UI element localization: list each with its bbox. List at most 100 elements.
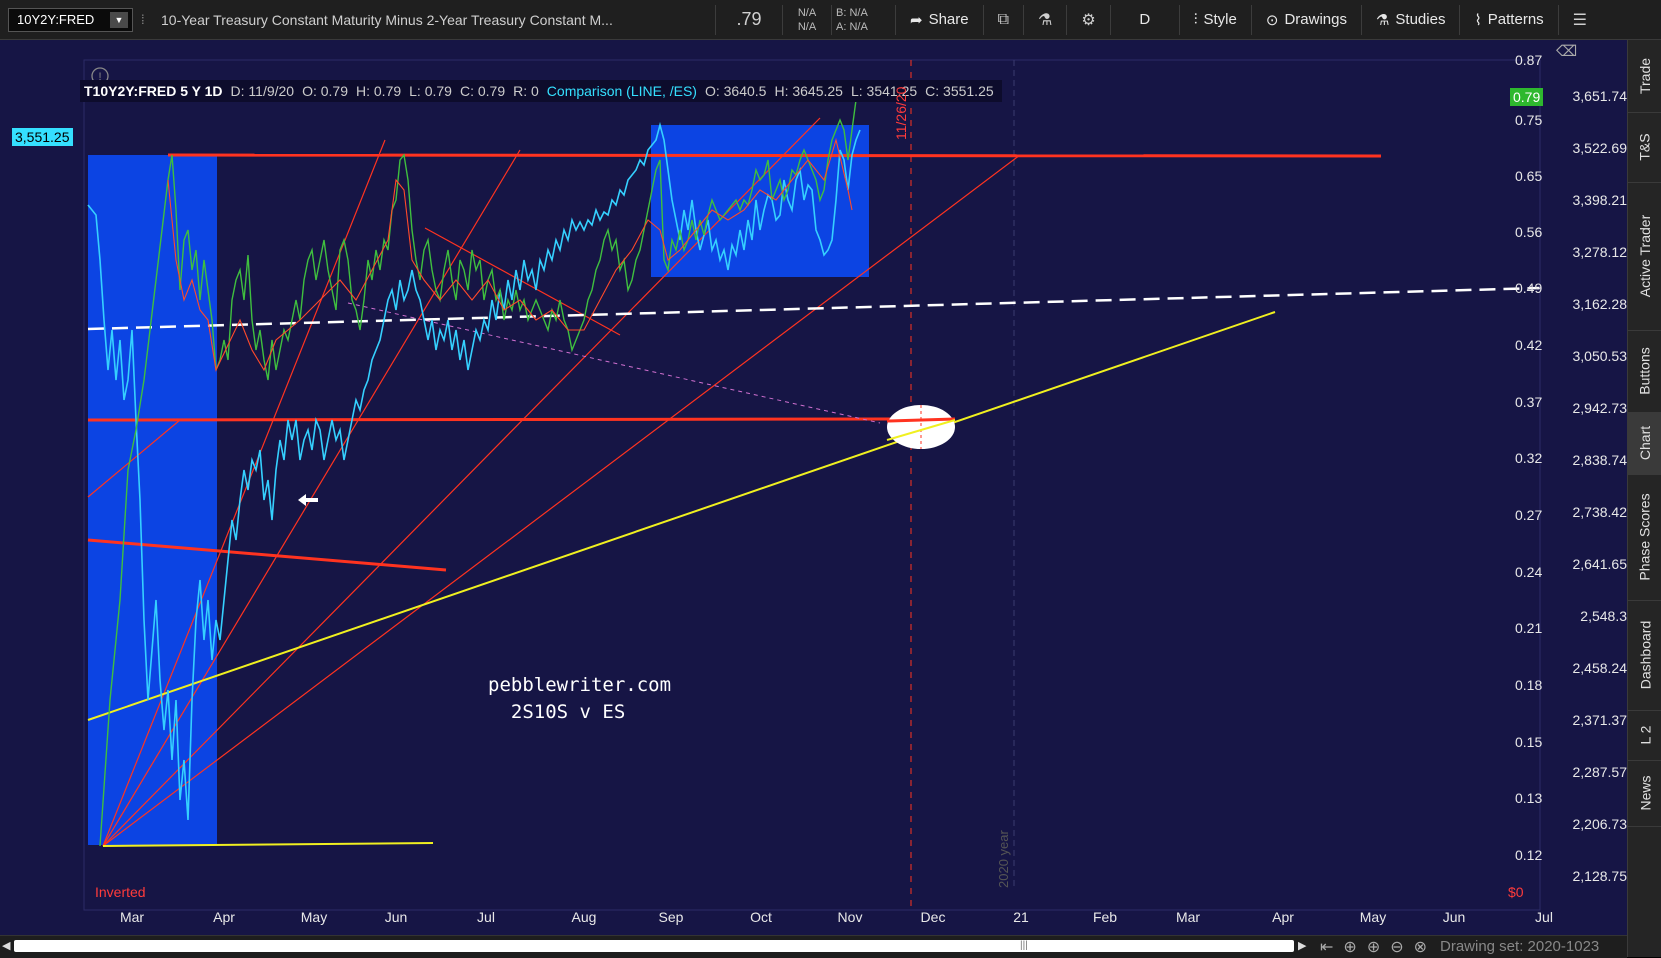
aggregation-label: D: [1139, 11, 1151, 28]
right-side-panel: Trade T&S Active Trader Buttons Chart Ph…: [1627, 40, 1661, 957]
watermark-line-1: pebblewriter.com: [488, 674, 672, 696]
style-label: Style: [1203, 11, 1237, 28]
patterns-icon: ⌇: [1474, 11, 1482, 29]
gear-icon[interactable]: ⚙: [1081, 11, 1096, 29]
comparison-high: H: 3645.25: [774, 83, 843, 99]
scroll-left-icon[interactable]: ◀: [2, 940, 11, 952]
time-axis-tick: Apr: [1272, 909, 1294, 925]
ellipse-support: [886, 417, 956, 423]
right-axis-tick: 0.12: [1515, 847, 1543, 863]
link-icon[interactable]: ⁞: [141, 12, 145, 27]
zoom-out-icon[interactable]: ⊖: [1390, 939, 1404, 956]
resistance-line: [167, 153, 1382, 158]
right-axis-tick: 0.27: [1515, 507, 1543, 523]
left-axis-tick: 3,522.69: [1572, 140, 1628, 156]
bar-open: O: 0.79: [302, 83, 348, 99]
comparison-close: C: 3551.25: [925, 83, 994, 99]
scroll-right-icon[interactable]: ▶: [1298, 940, 1307, 952]
right-axis-tick: 0.37: [1515, 394, 1543, 410]
left-axis-tick: 2,641.65: [1572, 556, 1628, 572]
pan-left-icon[interactable]: ⇤: [1320, 939, 1334, 956]
right-axis-tick: 0.65: [1515, 168, 1543, 184]
divider: [1066, 4, 1068, 35]
divider: [831, 4, 832, 35]
time-scrollbar[interactable]: [14, 940, 1294, 952]
left-axis-tick: 3,162.28: [1572, 296, 1628, 312]
drawings-button[interactable]: ⊙ Drawings: [1256, 0, 1357, 40]
style-button[interactable]: ⫶ Style: [1184, 0, 1247, 40]
spread-line-up: [99, 99, 857, 847]
bottom-bar: ◀ ||| ▶ ⇤ ⊕ ⊕ ⊖ ⊗ Drawing set: 2020-1023: [0, 935, 1627, 958]
ask-value: A: N/A: [836, 20, 868, 33]
time-axis-tick: Feb: [1092, 909, 1118, 925]
left-axis-tick: 2,738.42: [1572, 504, 1628, 520]
zoom-controls: ⇤ ⊕ ⊕ ⊖ ⊗: [1320, 937, 1427, 957]
time-axis-tick: Jul: [1535, 909, 1553, 925]
tab-time-and-sales[interactable]: T&S: [1628, 112, 1661, 183]
ellipse-yellow: [886, 419, 956, 441]
time-axis-tick: Jun: [384, 909, 408, 925]
net-change-pct: N/A: [797, 20, 817, 33]
tab-trade[interactable]: Trade: [1628, 40, 1661, 113]
spread-line-down: [167, 137, 853, 372]
time-axis-tick: Nov: [837, 909, 863, 925]
yellow-baseline: [102, 842, 434, 847]
time-axis-tick: Oct: [750, 909, 772, 925]
left-axis-tick: 3,278.12: [1572, 244, 1628, 260]
tab-label: News: [1637, 775, 1654, 811]
tab-buttons[interactable]: Buttons: [1628, 330, 1661, 413]
right-axis-tick: 0.56: [1515, 224, 1543, 240]
scrollbar-grip-icon[interactable]: |||: [1020, 940, 1028, 951]
bar-low: L: 0.79: [409, 83, 452, 99]
white-dashed-trendline: [87, 286, 1541, 331]
flask-icon[interactable]: ⚗: [1038, 11, 1053, 29]
tab-label: Trade: [1637, 57, 1653, 95]
studies-icon: ⚗: [1375, 11, 1390, 29]
arrow-left-icon: [298, 494, 318, 506]
left-axis-tick: 3,651.74: [1572, 88, 1628, 104]
left-axis-tick: 2,371.37: [1572, 712, 1628, 728]
chart-area[interactable]: ! ⌫ T10Y2Y:FRED 5 Y 1D D: 11/9/20 O: 0.7…: [0, 40, 1627, 935]
net-change-value: N/A: [797, 6, 817, 19]
layout-icon[interactable]: ⧉: [997, 10, 1010, 28]
tab-dashboard[interactable]: Dashboard: [1628, 600, 1661, 711]
tab-active-trader[interactable]: Active Trader: [1628, 182, 1661, 331]
support-line: [87, 417, 901, 422]
chart-canvas: ! ⌫: [83, 43, 1577, 911]
tab-level-2[interactable]: L 2: [1628, 710, 1661, 761]
watermark-line-2: 2S10S v ES: [488, 701, 626, 723]
drawings-icon: ⊙: [1265, 11, 1279, 29]
date-marker-label: 11/26/20: [893, 86, 909, 140]
tab-chart[interactable]: Chart: [1628, 412, 1661, 475]
patterns-button[interactable]: ⌇ Patterns: [1464, 0, 1553, 40]
studies-button[interactable]: ⚗ Studies: [1366, 0, 1456, 40]
time-axis-tick: May: [1359, 909, 1387, 925]
left-axis-tick: 2,838.74: [1572, 452, 1628, 468]
symbol-selector[interactable]: 10Y2Y:FRED ▼: [8, 7, 133, 32]
divider: [895, 4, 896, 35]
chevron-down-icon[interactable]: ▼: [110, 11, 128, 28]
reset-zoom-icon[interactable]: ⊗: [1413, 939, 1428, 956]
crosshair-icon[interactable]: ⊕: [1343, 939, 1357, 956]
share-button[interactable]: ➦ Share: [900, 0, 979, 40]
divider: [1360, 4, 1362, 35]
tab-label: Dashboard: [1637, 620, 1653, 690]
right-axis-tick: 0.32: [1515, 450, 1543, 466]
menu-icon[interactable]: ☰: [1572, 11, 1588, 29]
drawing-set-label[interactable]: Drawing set: 2020-1023: [1440, 938, 1600, 955]
bar-date: D: 11/9/20: [230, 83, 295, 99]
symbol-text: 10Y2Y:FRED: [17, 12, 95, 27]
clear-drawings-icon: ⌫: [1556, 43, 1577, 60]
time-axis-tick: Mar: [119, 909, 145, 925]
zoom-in-icon[interactable]: ⊕: [1366, 939, 1381, 956]
right-axis-tick: 0.75: [1515, 112, 1543, 128]
comparison-low: L: 3541.25: [850, 83, 918, 99]
comparison-open: O: 3640.5: [704, 83, 767, 99]
tab-news[interactable]: News: [1628, 760, 1661, 827]
tab-phase-scores[interactable]: Phase Scores: [1628, 474, 1661, 601]
time-axis-tick: Jun: [1442, 909, 1466, 925]
left-axis-tick: 3,398.21: [1572, 192, 1628, 208]
tab-label: Buttons: [1637, 347, 1654, 395]
left-axis-tick: 2,206.73: [1572, 816, 1628, 832]
aggregation-button[interactable]: D: [1115, 0, 1175, 40]
